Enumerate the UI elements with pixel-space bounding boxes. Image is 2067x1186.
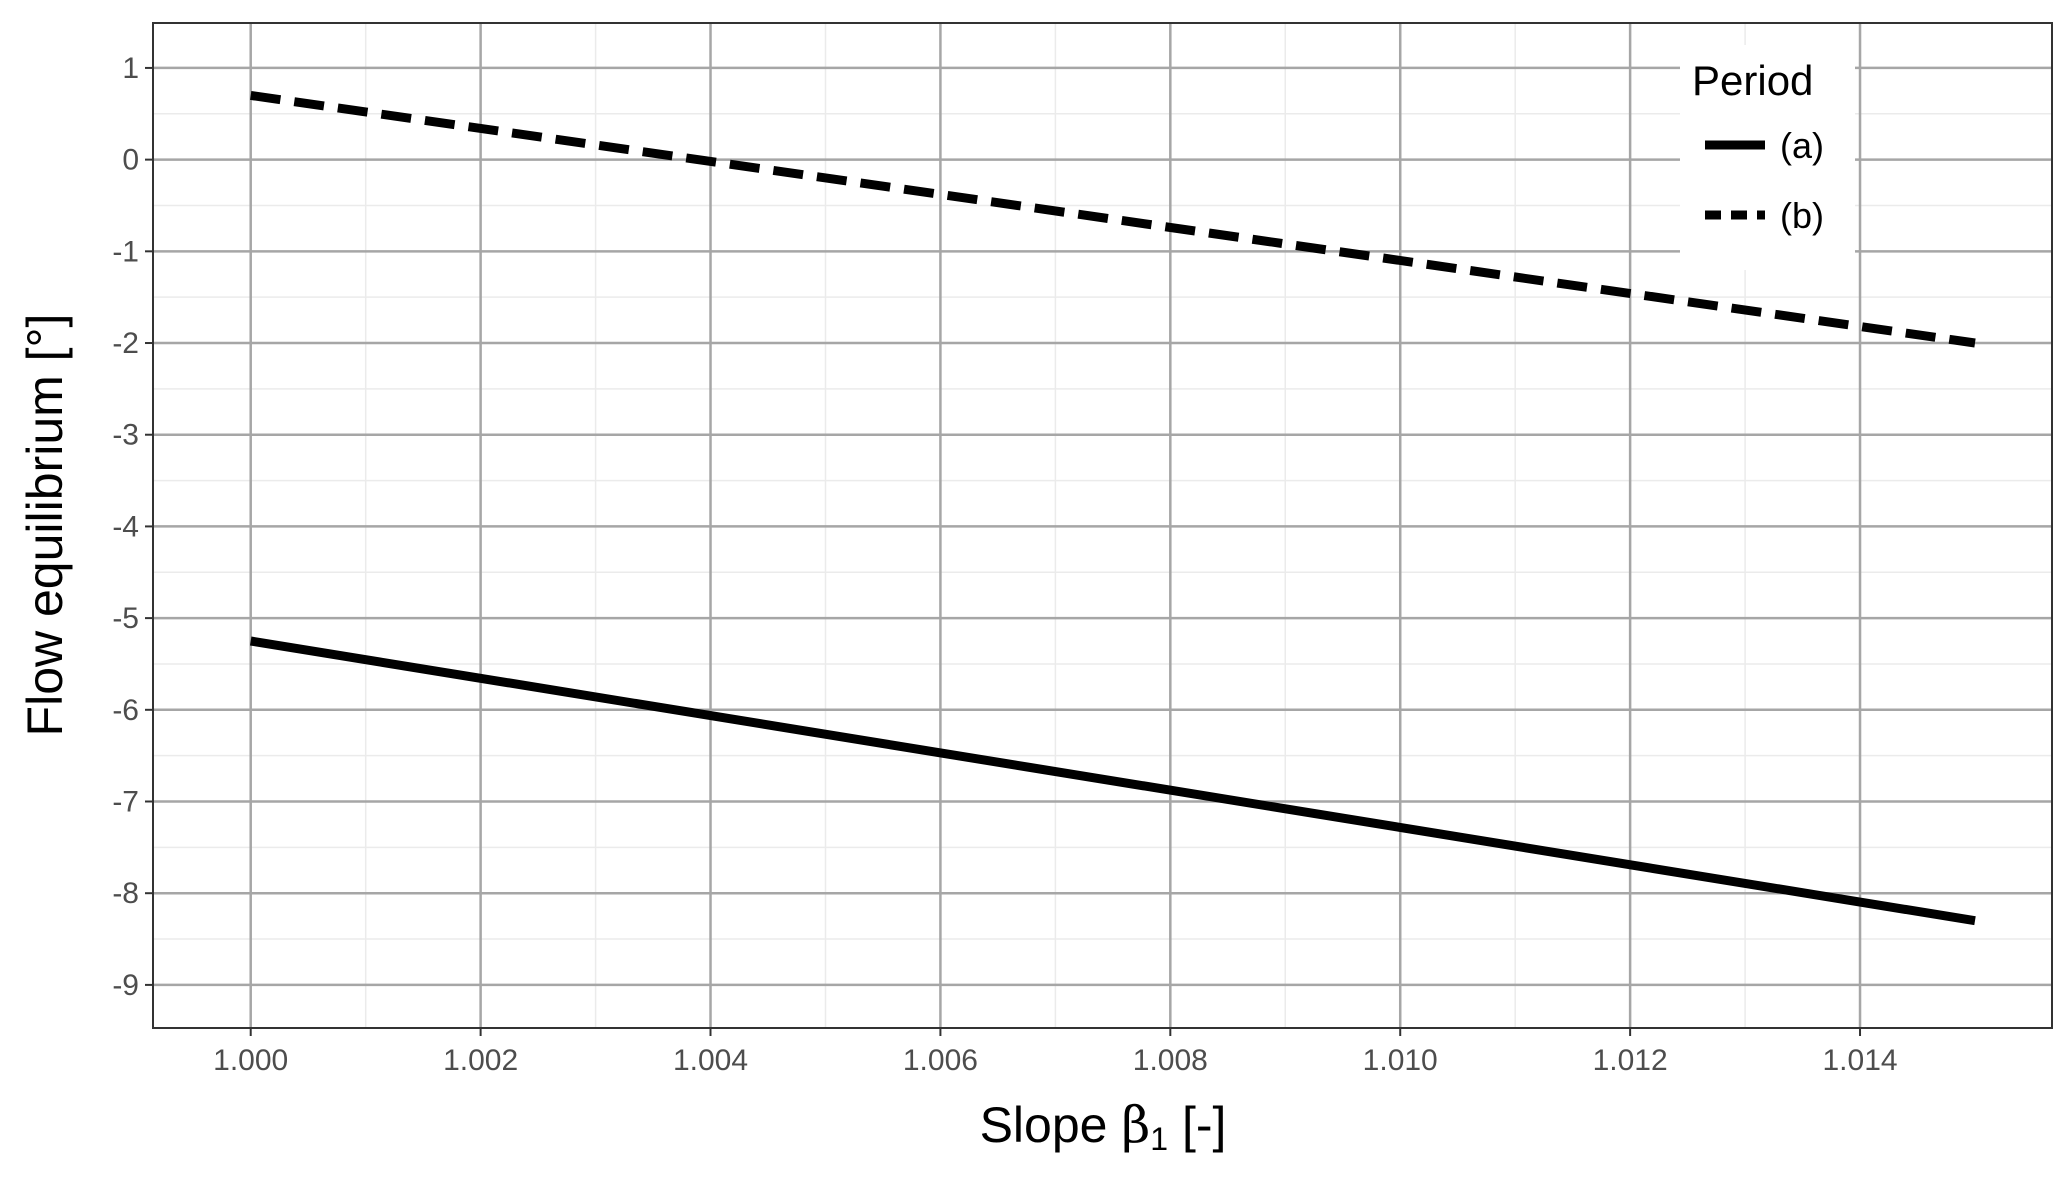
x-tick-label: 1.000 — [213, 1044, 288, 1077]
legend-label-b: (b) — [1780, 195, 1824, 236]
x-tick-label: 1.002 — [443, 1044, 518, 1077]
x-axis-title: Slope β1 [-] — [980, 1096, 1227, 1157]
x-axis-title-subscript: 1 — [1150, 1121, 1168, 1157]
legend-background — [1680, 45, 1855, 270]
x-axis-title-unit: [-] — [1182, 1097, 1226, 1153]
x-axis-title-text: Slope — [980, 1097, 1108, 1153]
y-tick-label: 0 — [122, 144, 139, 177]
x-tick-label: 1.014 — [1822, 1044, 1897, 1077]
x-tick-label: 1.004 — [673, 1044, 748, 1077]
y-tick-label: 1 — [122, 52, 139, 85]
series-line-a — [249, 636, 1976, 926]
x-tick-label: 1.012 — [1593, 1044, 1668, 1077]
legend-items: (a) (b) — [1705, 125, 1824, 236]
legend-label-a: (a) — [1780, 125, 1824, 166]
y-tick-label: -3 — [112, 419, 139, 452]
y-tick-label: -7 — [112, 786, 139, 819]
y-axis-title: Flow equilibrium [°] — [17, 314, 73, 737]
y-axis: 1 0 -1 -2 -3 -4 -5 -6 -7 -8 -9 — [112, 52, 153, 1002]
x-axis-title-symbol: β — [1121, 1096, 1150, 1154]
y-tick-label: -6 — [112, 694, 139, 727]
series-layer — [249, 90, 1976, 926]
y-tick-label: -9 — [112, 969, 139, 1002]
y-tick-label: -2 — [112, 327, 139, 360]
x-tick-label: 1.008 — [1133, 1044, 1208, 1077]
x-tick-label: 1.010 — [1363, 1044, 1438, 1077]
legend: Period (a) (b) — [1680, 45, 1855, 270]
legend-title: Period — [1692, 57, 1813, 104]
minor-grid — [153, 23, 2052, 1028]
x-tick-label: 1.006 — [903, 1044, 978, 1077]
y-tick-label: -5 — [112, 602, 139, 635]
x-axis: 1.000 1.002 1.004 1.006 1.008 1.010 1.012 1.014 — [213, 1028, 1898, 1077]
y-tick-label: -1 — [112, 235, 139, 268]
y-tick-label: -4 — [112, 510, 139, 543]
series-line-b — [250, 90, 1976, 348]
y-tick-label: -8 — [112, 877, 139, 910]
